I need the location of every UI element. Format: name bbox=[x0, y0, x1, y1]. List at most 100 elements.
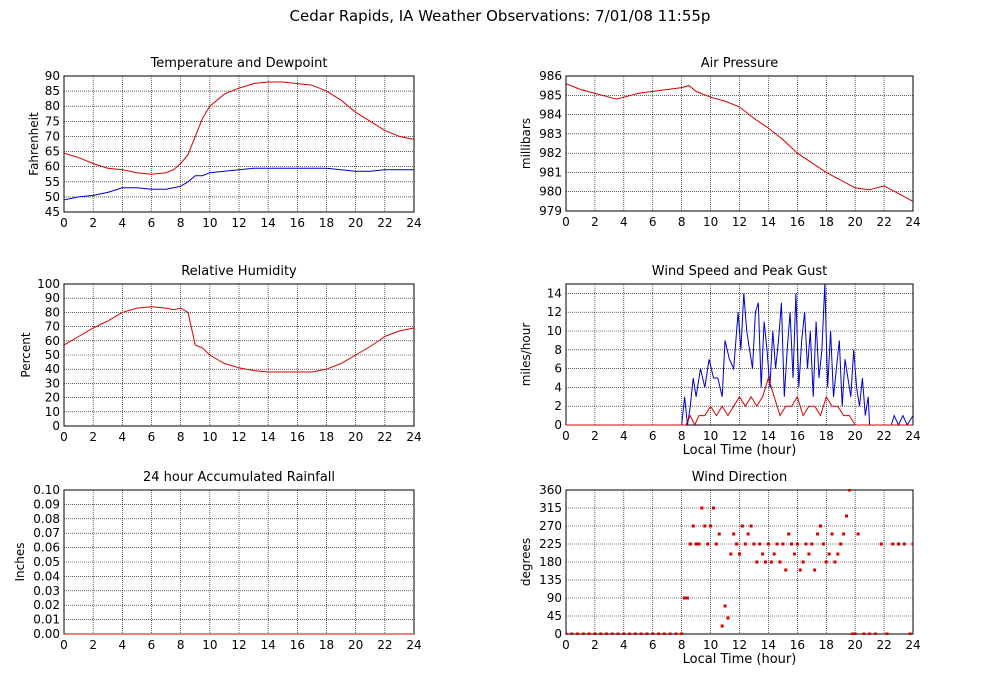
data-point bbox=[593, 632, 597, 635]
data-point bbox=[703, 524, 707, 528]
x-tick-label: 4 bbox=[119, 216, 127, 230]
x-tick-label: 14 bbox=[261, 430, 276, 444]
data-point bbox=[810, 542, 814, 546]
x-tick-label: 20 bbox=[348, 638, 363, 652]
data-point bbox=[790, 542, 794, 546]
x-tick-label: 0 bbox=[60, 430, 68, 444]
y-tick-label: 0 bbox=[52, 419, 60, 433]
series-line-1 bbox=[64, 81, 414, 175]
data-point bbox=[581, 632, 585, 635]
data-point bbox=[738, 552, 741, 556]
data-point bbox=[824, 560, 828, 564]
y-tick-label: 70 bbox=[45, 320, 60, 334]
y-tick-label: 984 bbox=[539, 108, 562, 122]
series-line-2 bbox=[64, 167, 414, 201]
data-point bbox=[844, 514, 848, 518]
y-tick-label: 0.02 bbox=[33, 598, 60, 612]
y-tick-label: 180 bbox=[539, 555, 562, 569]
y-tick-label: 0.06 bbox=[33, 541, 60, 555]
x-tick-label: 20 bbox=[348, 430, 363, 444]
data-point bbox=[746, 532, 750, 536]
data-point bbox=[706, 542, 710, 546]
y-tick-label: 6 bbox=[554, 362, 562, 376]
y-tick-label: 50 bbox=[45, 348, 60, 362]
data-point bbox=[801, 560, 805, 564]
y-tick-label: 0.09 bbox=[33, 497, 60, 511]
x-tick-label: 16 bbox=[290, 638, 305, 652]
data-point bbox=[769, 560, 773, 564]
data-point bbox=[775, 542, 779, 546]
data-point bbox=[700, 506, 704, 510]
x-tick-label: 10 bbox=[202, 638, 217, 652]
series-points bbox=[566, 489, 913, 635]
y-tick-label: 45 bbox=[45, 205, 60, 219]
data-point bbox=[761, 552, 765, 556]
data-point bbox=[720, 624, 724, 628]
data-point bbox=[833, 560, 837, 564]
x-tick-label: 22 bbox=[876, 215, 891, 229]
x-tick-label: 0 bbox=[562, 215, 570, 229]
data-point bbox=[711, 506, 715, 510]
x-tick-label: 10 bbox=[202, 430, 217, 444]
y-tick-label: 55 bbox=[45, 175, 60, 189]
x-tick-label: 6 bbox=[649, 215, 657, 229]
chart-title: Temperature and Dewpoint bbox=[150, 56, 328, 71]
data-point bbox=[862, 632, 866, 635]
x-tick-label: 0 bbox=[562, 429, 570, 443]
x-tick-label: 2 bbox=[591, 215, 599, 229]
x-tick-label: 14 bbox=[761, 429, 776, 443]
data-point bbox=[726, 616, 730, 620]
chart-title: Wind Speed and Peak Gust bbox=[652, 264, 827, 279]
y-tick-label: 20 bbox=[45, 391, 60, 405]
x-tick-label: 8 bbox=[678, 429, 686, 443]
x-tick-label: 14 bbox=[761, 638, 776, 652]
x-tick-label: 18 bbox=[819, 429, 834, 443]
y-tick-label: 0 bbox=[554, 627, 562, 641]
x-tick-label: 24 bbox=[406, 216, 421, 230]
x-tick-label: 24 bbox=[905, 429, 920, 443]
data-point bbox=[599, 632, 603, 635]
y-tick-label: 10 bbox=[547, 324, 562, 338]
x-tick-label: 4 bbox=[620, 638, 628, 652]
x-tick-label: 0 bbox=[60, 216, 68, 230]
y-tick-label: 90 bbox=[45, 69, 60, 83]
x-tick-label: 16 bbox=[790, 638, 805, 652]
x-tick-label: 12 bbox=[231, 638, 246, 652]
y-tick-label: 80 bbox=[45, 99, 60, 113]
x-tick-label: 4 bbox=[119, 638, 127, 652]
data-point bbox=[792, 552, 796, 556]
x-tick-label: 10 bbox=[703, 215, 718, 229]
x-tick-label: 20 bbox=[848, 215, 863, 229]
x-tick-label: 16 bbox=[290, 430, 305, 444]
x-tick-label: 20 bbox=[848, 638, 863, 652]
data-point bbox=[908, 632, 912, 635]
y-tick-label: 981 bbox=[539, 165, 562, 179]
x-tick-label: 22 bbox=[377, 430, 392, 444]
y-tick-label: 0.03 bbox=[33, 584, 60, 598]
data-point bbox=[827, 552, 831, 556]
x-tick-label: 18 bbox=[319, 216, 334, 230]
series-line-2 bbox=[566, 376, 913, 426]
y-tick-label: 40 bbox=[45, 362, 60, 376]
data-point bbox=[749, 524, 753, 528]
y-tick-label: 982 bbox=[539, 146, 562, 160]
data-point bbox=[694, 542, 698, 546]
data-point bbox=[683, 596, 687, 600]
x-tick-label: 20 bbox=[348, 216, 363, 230]
series-line-1 bbox=[64, 306, 414, 373]
y-tick-label: 45 bbox=[547, 609, 562, 623]
y-axis-label: Fahrenheit bbox=[27, 112, 41, 176]
y-tick-label: 0.08 bbox=[33, 512, 60, 526]
data-point bbox=[685, 596, 689, 600]
x-axis-label: Local Time (hour) bbox=[683, 443, 797, 458]
data-point bbox=[879, 542, 883, 546]
x-tick-label: 24 bbox=[905, 215, 920, 229]
data-point bbox=[850, 632, 854, 635]
y-axis-label: miles/hour bbox=[519, 323, 533, 387]
x-tick-label: 2 bbox=[591, 638, 599, 652]
